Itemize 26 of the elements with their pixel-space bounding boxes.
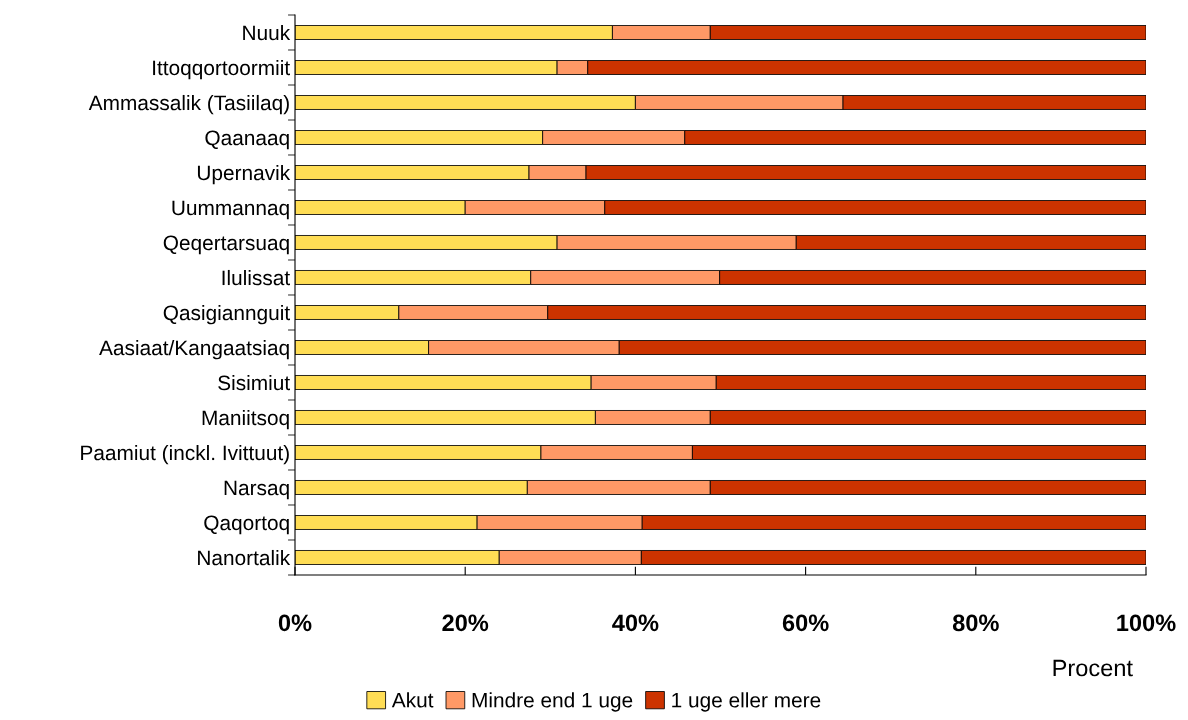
y-tick-label: Qasigiannguit <box>163 304 290 325</box>
y-tick-label: Nanortalik <box>198 549 291 566</box>
x-tick-label: 40% <box>612 614 659 632</box>
x-tick-label: 60% <box>782 614 829 632</box>
y-tick-label: Qeqertarsuaq <box>163 235 289 255</box>
legend-label: 1 uge eller mere <box>672 692 821 712</box>
y-tick-label: Qaqortoq <box>204 515 289 535</box>
y-tick-label: Uummannaq <box>172 200 289 220</box>
y-tick-label: Ilulissat <box>222 269 290 286</box>
y-tick-label: Nuuk <box>243 24 291 41</box>
legend-label: Mindre end 1 uge <box>472 692 633 712</box>
x-tick-label: 0% <box>278 614 312 632</box>
legend-label: Akut <box>391 692 434 708</box>
x-axis-title: Procent <box>1053 659 1133 677</box>
y-tick-label: Ittoqqortoormiit <box>153 59 290 80</box>
y-tick-label: Aasiaat/Kangaatsiaq <box>99 339 289 360</box>
y-tick-label: Ammassalik (Tasiilaq) <box>88 94 289 115</box>
y-tick-label: Qaanaaq <box>205 130 289 150</box>
y-tick-label: Sisimiut <box>218 374 290 391</box>
y-tick-label: Narsaq <box>224 480 289 500</box>
y-tick-label: Maniitsoq <box>202 409 289 430</box>
x-tick-label: 100% <box>1117 614 1176 632</box>
y-tick-label: Upernavik <box>197 164 291 185</box>
x-tick-label: 20% <box>442 614 489 632</box>
x-tick-label: 80% <box>952 614 999 632</box>
y-tick-label: Paamiut (inckl. Ivittuut) <box>81 444 289 465</box>
